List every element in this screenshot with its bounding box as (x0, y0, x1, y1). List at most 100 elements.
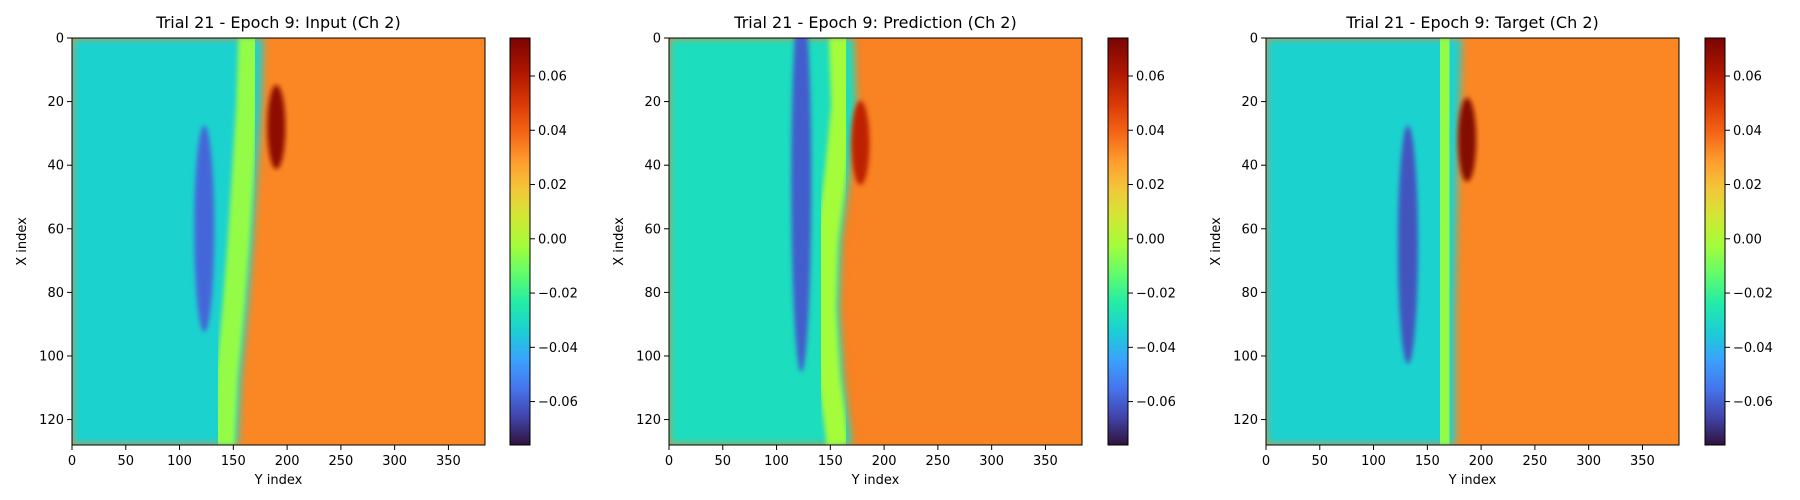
y-tick-label: 120 (636, 413, 661, 428)
panel-title: Trial 21 - Epoch 9: Input (Ch 2) (155, 13, 400, 32)
colorbar-tick-label: −0.04 (538, 341, 578, 356)
colorbar-tick-label: 0.06 (1136, 69, 1165, 84)
y-tick-label: 80 (47, 286, 64, 301)
x-tick-label: 200 (872, 454, 897, 469)
x-tick-label: 250 (1522, 454, 1547, 469)
colorbar-tick-label: −0.06 (1733, 395, 1773, 410)
x-tick-label: 350 (1033, 454, 1058, 469)
colorbar-tick-label: −0.02 (538, 287, 578, 302)
colorbar-tick-label: −0.04 (1733, 341, 1773, 356)
x-tick-label: 350 (436, 454, 461, 469)
x-tick-label: 50 (118, 454, 135, 469)
x-axis: 0 50 100 150 200 250 300 350 (68, 445, 461, 469)
y-tick-label: 60 (1241, 222, 1258, 237)
x-tick-label: 250 (925, 454, 950, 469)
field-high-spot (267, 85, 286, 170)
panel-prediction: Trial 21 - Epoch 9: Prediction (Ch 2) 0 5… (612, 13, 1176, 488)
x-tick-label: 0 (68, 454, 76, 469)
y-axis-label: X index (612, 217, 627, 266)
field-low-band (194, 125, 215, 333)
colorbar-ticks: 0.06 0.04 0.02 0.00 −0.02 −0.04 −0.06 (1725, 69, 1773, 410)
field-low-band (791, 38, 812, 372)
y-tick-label: 100 (1233, 349, 1258, 364)
plot-frame (668, 37, 1083, 446)
colorbar-tick-label: 0.00 (1136, 232, 1165, 247)
colorbar (1107, 37, 1129, 446)
y-axis: 0 20 40 60 80 100 120 (1233, 32, 1266, 428)
x-tick-label: 350 (1630, 454, 1655, 469)
field-front-band (1430, 38, 1459, 445)
x-tick-label: 50 (1312, 454, 1329, 469)
y-tick-label: 0 (56, 32, 64, 47)
heatmap-field (669, 38, 1082, 445)
colorbar-ticks: 0.06 0.04 0.02 0.00 −0.02 −0.04 −0.06 (1128, 69, 1176, 410)
heatmap-field (72, 38, 485, 445)
x-tick-label: 200 (1469, 454, 1494, 469)
panel-target: Trial 21 - Epoch 9: Target (Ch 2) 0 50 100… (1209, 13, 1773, 488)
colorbar-ticks: 0.06 0.04 0.02 0.00 −0.02 −0.04 −0.06 (530, 69, 578, 410)
colorbar (509, 37, 531, 446)
y-tick-label: 20 (1241, 95, 1258, 110)
colorbar-tick-label: 0.06 (538, 69, 567, 84)
x-tick-label: 150 (221, 454, 246, 469)
colorbar-tick-label: −0.06 (538, 395, 578, 410)
field-front-band (813, 38, 854, 445)
y-tick-label: 0 (653, 32, 661, 47)
x-tick-label: 100 (764, 454, 789, 469)
x-tick-label: 0 (665, 454, 673, 469)
x-tick-label: 50 (715, 454, 732, 469)
y-tick-label: 40 (47, 159, 64, 174)
x-axis: 0 50 100 150 200 250 300 350 (1262, 445, 1655, 469)
x-tick-label: 0 (1262, 454, 1270, 469)
field-high-spot (1458, 97, 1477, 182)
x-axis: 0 50 100 150 200 250 300 350 (665, 445, 1058, 469)
y-tick-label: 40 (1241, 159, 1258, 174)
x-tick-label: 150 (1415, 454, 1440, 469)
colorbar-tick-label: −0.06 (1136, 395, 1176, 410)
colorbar-tick-label: 0.04 (1136, 124, 1165, 139)
heatmap-field (1266, 38, 1679, 445)
colorbar-tick-label: 0.04 (1733, 124, 1762, 139)
field-front-band (212, 38, 261, 445)
panel-title: Trial 21 - Epoch 9: Target (Ch 2) (1345, 13, 1598, 32)
panel-title: Trial 21 - Epoch 9: Prediction (Ch 2) (733, 13, 1016, 32)
panel-input: Trial 21 - Epoch 9: Input (Ch 2) 0 50 100 1… (15, 13, 578, 488)
colorbar-tick-label: −0.02 (1136, 287, 1176, 302)
colorbar-tick-label: −0.04 (1136, 341, 1176, 356)
x-tick-label: 300 (1576, 454, 1601, 469)
plot-frame (71, 37, 486, 446)
x-tick-label: 150 (818, 454, 843, 469)
x-axis-label: Y index (851, 473, 900, 488)
field-left-region (72, 38, 264, 445)
field-low-band (1397, 125, 1418, 364)
x-tick-label: 100 (167, 454, 192, 469)
y-tick-label: 40 (644, 159, 661, 174)
y-tick-label: 60 (644, 222, 661, 237)
colorbar-tick-label: −0.02 (1733, 287, 1773, 302)
colorbar-tick-label: 0.00 (1733, 232, 1762, 247)
y-axis-label: X index (1209, 217, 1224, 266)
y-tick-label: 100 (636, 349, 661, 364)
y-tick-label: 0 (1250, 32, 1258, 47)
y-tick-label: 120 (39, 413, 64, 428)
plot-frame (1265, 37, 1680, 446)
y-tick-label: 120 (1233, 413, 1258, 428)
colorbar-tick-label: 0.06 (1733, 69, 1762, 84)
y-tick-label: 20 (47, 95, 64, 110)
x-tick-label: 300 (979, 454, 1004, 469)
x-tick-label: 250 (328, 454, 353, 469)
colorbar-tick-label: 0.02 (538, 178, 567, 193)
y-tick-label: 100 (39, 349, 64, 364)
y-axis: 0 20 40 60 80 100 120 (39, 32, 72, 428)
y-tick-label: 20 (644, 95, 661, 110)
x-axis-label: Y index (254, 473, 303, 488)
y-tick-label: 80 (1241, 286, 1258, 301)
y-tick-label: 60 (47, 222, 64, 237)
y-axis: 0 20 40 60 80 100 120 (636, 32, 669, 428)
colorbar-tick-label: 0.02 (1136, 178, 1165, 193)
colorbar-tick-label: 0.02 (1733, 178, 1762, 193)
x-axis-label: Y index (1448, 473, 1497, 488)
colorbar-tick-label: 0.04 (538, 124, 567, 139)
colorbar-tick-label: 0.00 (538, 232, 567, 247)
